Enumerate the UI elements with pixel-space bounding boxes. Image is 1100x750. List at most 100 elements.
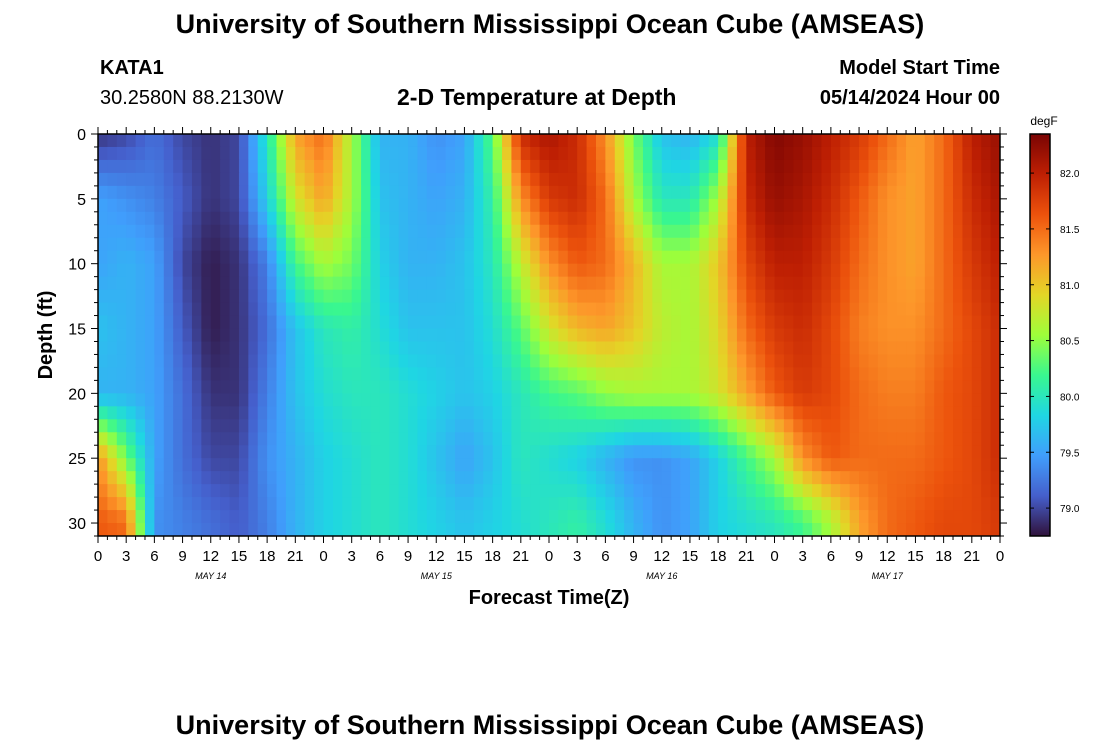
heatmap-cell (680, 445, 691, 459)
heatmap-cell (633, 510, 644, 524)
heatmap-cell (144, 393, 155, 407)
heatmap-cell (107, 211, 118, 226)
heatmap-cell (558, 185, 569, 200)
heatmap-cell (783, 497, 794, 511)
heatmap-cell (379, 198, 390, 213)
heatmap-cell (304, 445, 315, 459)
heatmap-cell (746, 328, 757, 343)
heatmap-cell (783, 237, 794, 252)
heatmap-cell (821, 276, 832, 291)
heatmap-cell (436, 471, 447, 485)
page-title: University of Southern Mississippi Ocean… (175, 9, 925, 39)
heatmap-cell (661, 393, 672, 407)
heatmap-cell (990, 458, 1000, 472)
heatmap-cell (774, 432, 785, 446)
heatmap-cell (877, 406, 888, 420)
heatmap-cell (116, 497, 127, 511)
heatmap-cell (859, 523, 870, 536)
heatmap-cell (426, 315, 437, 330)
heatmap-cell (126, 341, 137, 356)
heatmap-cell (210, 419, 221, 433)
heatmap-cell (802, 172, 813, 187)
x-tick-label: 9 (629, 548, 637, 565)
heatmap-cell (473, 354, 484, 369)
heatmap-cell (173, 315, 184, 330)
heatmap-cell (971, 497, 982, 511)
heatmap-cell (962, 445, 973, 459)
heatmap-cell (736, 134, 747, 148)
heatmap-cell (689, 406, 700, 420)
heatmap-cell (107, 445, 118, 459)
heatmap-cell (765, 510, 776, 524)
heatmap-cell (342, 159, 353, 174)
heatmap-cell (567, 328, 578, 343)
heatmap-cell (398, 484, 409, 498)
heatmap-cell (727, 134, 738, 148)
heatmap-cell (812, 354, 823, 369)
heatmap-cell (736, 315, 747, 330)
heatmap-cell (671, 289, 682, 304)
heatmap-cell (455, 315, 466, 330)
heatmap-cell (285, 146, 296, 161)
heatmap-cell (859, 341, 870, 356)
heatmap-cell (304, 380, 315, 394)
heatmap-cell (802, 224, 813, 239)
heatmap-cell (351, 367, 362, 381)
heatmap-cell (614, 380, 625, 394)
heatmap-cell (464, 198, 475, 213)
heatmap-cell (473, 302, 484, 317)
heatmap-cell (135, 419, 146, 433)
heatmap-cell (530, 406, 541, 420)
heatmap-cell (530, 458, 541, 472)
heatmap-cell (314, 484, 325, 498)
heatmap-cell (445, 198, 456, 213)
heatmap-cell (840, 315, 851, 330)
heatmap-cell (398, 289, 409, 304)
heatmap-cell (361, 302, 372, 317)
heatmap-cell (549, 172, 559, 187)
heatmap-cell (595, 380, 606, 394)
heatmap-cell (426, 134, 437, 148)
heatmap-cell (436, 224, 447, 239)
heatmap-cell (163, 367, 174, 381)
heatmap-cell (642, 497, 653, 511)
heatmap-cell (595, 198, 606, 213)
heatmap-cell (774, 341, 785, 356)
heatmap-cell (370, 523, 381, 536)
heatmap-cell (107, 341, 118, 356)
heatmap-cell (605, 380, 616, 394)
heatmap-cell (135, 510, 146, 524)
heatmap-cell (116, 471, 127, 485)
heatmap-cell (220, 250, 231, 265)
heatmap-cell (314, 471, 325, 485)
heatmap-cell (586, 289, 597, 304)
heatmap-cell (736, 432, 747, 446)
heatmap-cell (577, 406, 588, 420)
heatmap-cell (238, 341, 249, 356)
heatmap-cell (210, 367, 221, 381)
heatmap-cell (558, 458, 569, 472)
heatmap-cell (379, 289, 390, 304)
heatmap-cell (830, 445, 841, 459)
heatmap-cell (182, 211, 193, 226)
heatmap-cell (445, 211, 456, 226)
heatmap-cell (689, 134, 700, 148)
heatmap-cell (605, 341, 616, 356)
heatmap-cell (962, 315, 973, 330)
heatmap-cell (624, 523, 635, 536)
heatmap-cell (633, 250, 644, 265)
heatmap-cell (342, 276, 353, 291)
heatmap-cell (436, 445, 447, 459)
heatmap-cell (351, 497, 362, 511)
heatmap-cell (868, 172, 879, 187)
heatmap-cell (896, 211, 907, 226)
heatmap-cell (774, 198, 785, 213)
heatmap-cell (389, 458, 400, 472)
heatmap-cell (408, 198, 419, 213)
heatmap-cell (708, 263, 719, 278)
heatmap-cell (342, 432, 353, 446)
heatmap-cell (379, 302, 390, 317)
heatmap-cell (887, 393, 898, 407)
heatmap-cell (257, 510, 268, 524)
heatmap-cell (248, 315, 259, 330)
